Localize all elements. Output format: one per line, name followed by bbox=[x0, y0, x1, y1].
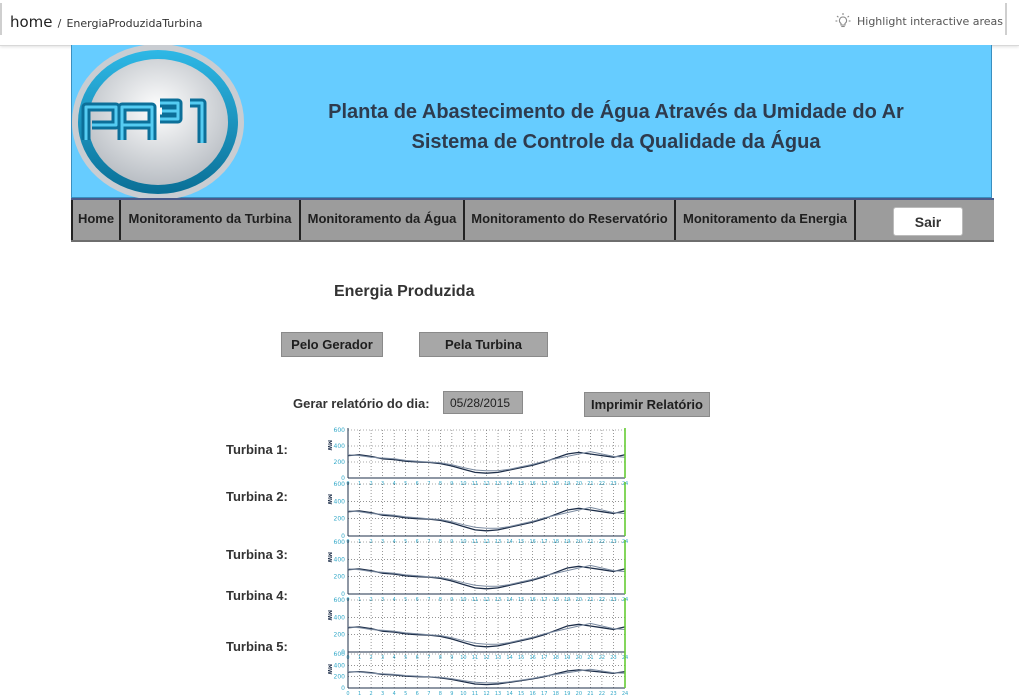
left-divider bbox=[0, 3, 2, 35]
x-tick-label: 21 bbox=[587, 691, 593, 695]
x-tick-label: 18 bbox=[553, 691, 559, 695]
print-report-button[interactable]: Imprimir Relatório bbox=[584, 392, 710, 417]
y-tick-label: 400 bbox=[334, 498, 346, 505]
x-tick-label: 0 bbox=[346, 691, 349, 695]
x-tick-label: 8 bbox=[439, 691, 442, 695]
turbine-energy-charts: 0200400600MW0123456789101112131415161718… bbox=[326, 427, 628, 695]
top-bar: home / EnergiaProduzidaTurbina Highlight… bbox=[0, 0, 1019, 46]
turbine-chart-2: 0200400600MW0123456789101112131415161718… bbox=[326, 481, 628, 545]
y-tick-label: 0 bbox=[341, 533, 345, 540]
header-banner: Planta de Abastecimento de Água Através … bbox=[71, 45, 992, 200]
x-tick-label: 13 bbox=[495, 691, 501, 695]
nav-item-energy-monitoring[interactable]: Monitoramento da Energia bbox=[676, 200, 856, 240]
series-line-2 bbox=[347, 564, 626, 587]
turbine-3-label: Turbina 3: bbox=[226, 547, 288, 562]
y-tick-label: 0 bbox=[341, 475, 345, 482]
lightbulb-icon bbox=[835, 13, 851, 28]
turbine-5-label: Turbina 5: bbox=[226, 639, 288, 654]
highlight-interactive-toggle[interactable]: Highlight interactive areas bbox=[834, 12, 1003, 30]
x-tick-label: 16 bbox=[529, 691, 535, 695]
series-line-2 bbox=[347, 506, 626, 529]
x-tick-label: 12 bbox=[483, 691, 489, 695]
breadcrumb-current-page: EnergiaProduzidaTurbina bbox=[66, 17, 203, 30]
y-tick-label: 200 bbox=[334, 574, 346, 581]
breadcrumb: home / EnergiaProduzidaTurbina bbox=[10, 12, 203, 31]
turbine-2-label: Turbina 2: bbox=[226, 489, 288, 504]
turbine-chart-4: 0200400600MW0123456789101112131415161718… bbox=[326, 597, 628, 661]
x-tick-label: 2 bbox=[369, 691, 372, 695]
x-tick-label: 22 bbox=[599, 691, 605, 695]
y-tick-label: 400 bbox=[334, 662, 346, 669]
series-line-2 bbox=[347, 622, 626, 645]
pa31-logo bbox=[72, 45, 244, 200]
y-tick-label: 0 bbox=[341, 591, 345, 598]
series-line-1 bbox=[347, 623, 626, 648]
header-title: Planta de Abastecimento de Água Através … bbox=[328, 101, 904, 123]
y-tick-label: 400 bbox=[334, 556, 346, 563]
main-nav: Home Monitoramento da Turbina Monitorame… bbox=[71, 198, 994, 242]
turbine-4-label: Turbina 4: bbox=[226, 588, 288, 603]
x-tick-label: 15 bbox=[518, 691, 524, 695]
x-tick-label: 20 bbox=[576, 691, 582, 695]
y-tick-label: 400 bbox=[334, 614, 346, 621]
nav-item-reservoir-monitoring[interactable]: Monitoramento do Reservatório bbox=[465, 200, 676, 240]
y-tick-label: 200 bbox=[334, 674, 346, 681]
y-axis-label: MW bbox=[326, 440, 332, 451]
header-subtitle: Sistema de Controle da Qualidade da Água bbox=[411, 131, 821, 153]
x-tick-label: 7 bbox=[427, 691, 430, 695]
y-tick-label: 600 bbox=[334, 539, 346, 546]
x-tick-label: 11 bbox=[472, 691, 478, 695]
y-tick-label: 200 bbox=[334, 459, 346, 466]
series-line-2 bbox=[347, 451, 626, 472]
y-axis-label: MW bbox=[326, 610, 332, 621]
x-tick-label: 14 bbox=[506, 691, 512, 695]
x-tick-label: 17 bbox=[541, 691, 547, 695]
y-axis-label: MW bbox=[326, 494, 332, 505]
series-line-1 bbox=[347, 669, 626, 686]
x-tick-label: 3 bbox=[381, 691, 384, 695]
x-tick-label: 1 bbox=[358, 691, 361, 695]
x-tick-label: 23 bbox=[610, 691, 616, 695]
y-tick-label: 200 bbox=[334, 632, 346, 639]
series-line-1 bbox=[347, 451, 626, 474]
series-line-2 bbox=[347, 668, 626, 684]
x-tick-label: 6 bbox=[416, 691, 419, 695]
series-line-1 bbox=[347, 507, 626, 532]
nav-item-turbine-monitoring[interactable]: Monitoramento da Turbina bbox=[121, 200, 301, 240]
x-tick-label: 4 bbox=[393, 691, 396, 695]
y-tick-label: 200 bbox=[334, 516, 346, 523]
report-date-input[interactable] bbox=[443, 391, 523, 414]
by-turbine-button[interactable]: Pela Turbina bbox=[419, 332, 548, 357]
series-line-1 bbox=[347, 565, 626, 590]
right-divider bbox=[1005, 3, 1007, 35]
report-date-label: Gerar relatório do dia: bbox=[293, 396, 430, 411]
y-tick-label: 400 bbox=[334, 443, 346, 450]
x-tick-label: 10 bbox=[460, 691, 466, 695]
turbine-1-label: Turbina 1: bbox=[226, 442, 288, 457]
x-tick-label: 19 bbox=[564, 691, 570, 695]
y-tick-label: 600 bbox=[334, 481, 346, 488]
logout-button[interactable]: Sair bbox=[893, 207, 963, 236]
y-tick-label: 600 bbox=[334, 597, 346, 604]
breadcrumb-home[interactable]: home bbox=[10, 13, 53, 31]
y-axis-label: MW bbox=[326, 664, 332, 675]
y-axis-label: MW bbox=[326, 552, 332, 563]
nav-item-home[interactable]: Home bbox=[71, 200, 121, 240]
y-tick-label: 600 bbox=[334, 427, 346, 434]
turbine-chart-1: 0200400600MW0123456789101112131415161718… bbox=[326, 427, 628, 487]
page-title: Energia Produzida bbox=[334, 283, 475, 300]
x-tick-label: 5 bbox=[404, 691, 407, 695]
turbine-chart-3: 0200400600MW0123456789101112131415161718… bbox=[326, 539, 628, 603]
highlight-label: Highlight interactive areas bbox=[857, 14, 1003, 28]
x-tick-label: 9 bbox=[450, 691, 453, 695]
y-tick-label: 600 bbox=[334, 651, 346, 658]
breadcrumb-separator: / bbox=[57, 17, 62, 30]
y-tick-label: 0 bbox=[341, 649, 345, 656]
nav-item-water-monitoring[interactable]: Monitoramento da Água bbox=[301, 200, 465, 240]
x-tick-label: 24 bbox=[622, 691, 628, 695]
by-generator-button[interactable]: Pelo Gerador bbox=[281, 332, 383, 357]
y-tick-label: 0 bbox=[341, 685, 345, 692]
